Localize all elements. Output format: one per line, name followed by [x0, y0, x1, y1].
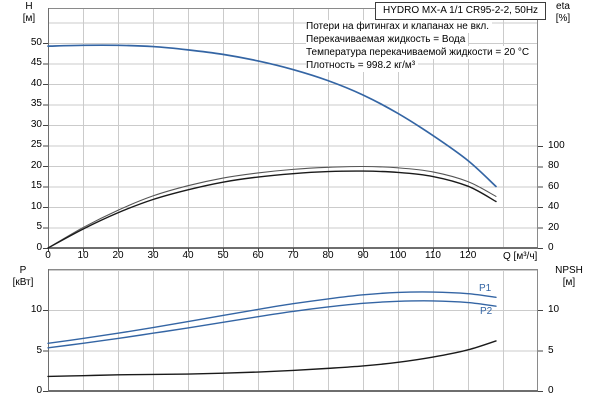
curve-p2	[47, 300, 497, 349]
note-liquid: Перекачиваемая жидкость = Вода	[306, 33, 469, 46]
tick-label: 0	[36, 242, 42, 253]
curve-p1	[47, 291, 497, 345]
tick-label: 35	[30, 98, 42, 110]
tick-label: 60	[548, 180, 560, 192]
tick-label: 100	[548, 139, 565, 151]
tick-label: 100	[389, 250, 407, 261]
tick-label: 10	[30, 200, 42, 212]
tick-label: 5	[36, 344, 42, 356]
tick-label: 10	[77, 250, 89, 261]
power-axis-letter: P	[19, 265, 27, 276]
tick-label: 30	[30, 118, 42, 130]
eta-axis-unit: [%]	[555, 13, 571, 24]
head-axis-letter: H	[25, 1, 33, 12]
tick-label: 5	[548, 344, 554, 356]
tick-label: 45	[30, 57, 42, 69]
flow-axis-label: Q [м³/ч]	[503, 251, 538, 262]
tick-label: 80	[548, 160, 560, 172]
note-temperature: Температура перекачиваемой жидкости = 20…	[306, 46, 533, 59]
curve-eta	[47, 165, 497, 249]
tick-label: 40	[182, 250, 194, 261]
head-axis-unit: [м]	[22, 13, 36, 24]
curve-npsh	[47, 340, 497, 378]
note-losses: Потери на фитингах и клапанах не вкл.	[306, 20, 492, 33]
tick-label: 60	[252, 250, 264, 261]
tick-label: 15	[30, 180, 42, 192]
tick-label: 90	[357, 250, 369, 261]
tick-label: 50	[217, 250, 229, 261]
curve-label-p1: P1	[479, 283, 492, 294]
tick-label: 70	[287, 250, 299, 261]
tick-label: 50	[30, 36, 42, 48]
tick-label: 0	[45, 250, 51, 261]
tick-label: 20	[548, 221, 560, 233]
condition-notes: Потери на фитингах и клапанах не вкл. Пе…	[306, 20, 533, 72]
tick-label: 10	[548, 304, 560, 316]
npsh-axis-unit: [м]	[562, 277, 576, 288]
tick-label: 120	[459, 250, 477, 261]
curve-h	[47, 44, 497, 188]
tick-label: 5	[36, 221, 42, 233]
tick-label: 40	[548, 201, 560, 213]
curve-label-p2: P2	[480, 306, 493, 317]
pump-model-title: HYDRO MX-A 1/1 CR95-2-2, 50Hz	[375, 2, 547, 20]
tick-label: 0	[548, 242, 554, 253]
tick-label: 0	[36, 385, 42, 396]
eta-axis-letter: eta	[556, 1, 570, 12]
tick-label: 20	[112, 250, 124, 261]
tick-label: 0	[548, 385, 554, 396]
tick-label: 110	[425, 250, 441, 261]
power-axis-unit: [кВт]	[12, 277, 34, 288]
tick-label: 10	[30, 304, 42, 316]
tick-label: 25	[30, 139, 42, 151]
tick-label: 20	[30, 159, 42, 171]
npsh-axis-letter: NPSH	[555, 265, 583, 276]
note-density: Плотность = 998.2 кг/м³	[306, 59, 419, 72]
tick-label: 40	[30, 77, 42, 89]
tick-label: 30	[147, 250, 159, 261]
curve-eta-total	[47, 170, 497, 249]
tick-label: 80	[322, 250, 334, 261]
